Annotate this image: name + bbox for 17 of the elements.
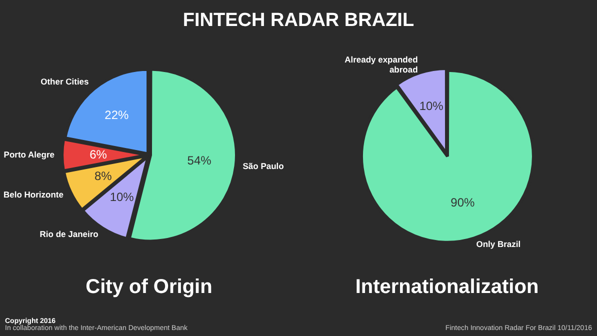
data-label: 90% — [450, 196, 475, 210]
slice-label: São Paulo — [242, 161, 284, 172]
data-label: 54% — [187, 154, 212, 168]
data-label: 8% — [94, 168, 112, 183]
data-label: 6% — [90, 147, 108, 162]
slice-label: Porto Alegre — [4, 149, 55, 160]
slice-label: Rio de Janeiro — [40, 229, 98, 240]
data-label: 10% — [110, 190, 134, 204]
data-label: 22% — [104, 108, 130, 122]
slice-label: Other Cities — [40, 76, 90, 87]
text: City of Origin — [84, 276, 214, 299]
slice-label: Already expanded abroad — [344, 54, 418, 74]
data-label: 10% — [419, 99, 444, 114]
slice-label: Only Brazil — [476, 239, 521, 250]
slice-label: Belo Horizonte — [4, 190, 64, 200]
text: FINTECH RADAR BRAZIL — [182, 10, 416, 32]
text: Internationalization — [354, 276, 540, 299]
